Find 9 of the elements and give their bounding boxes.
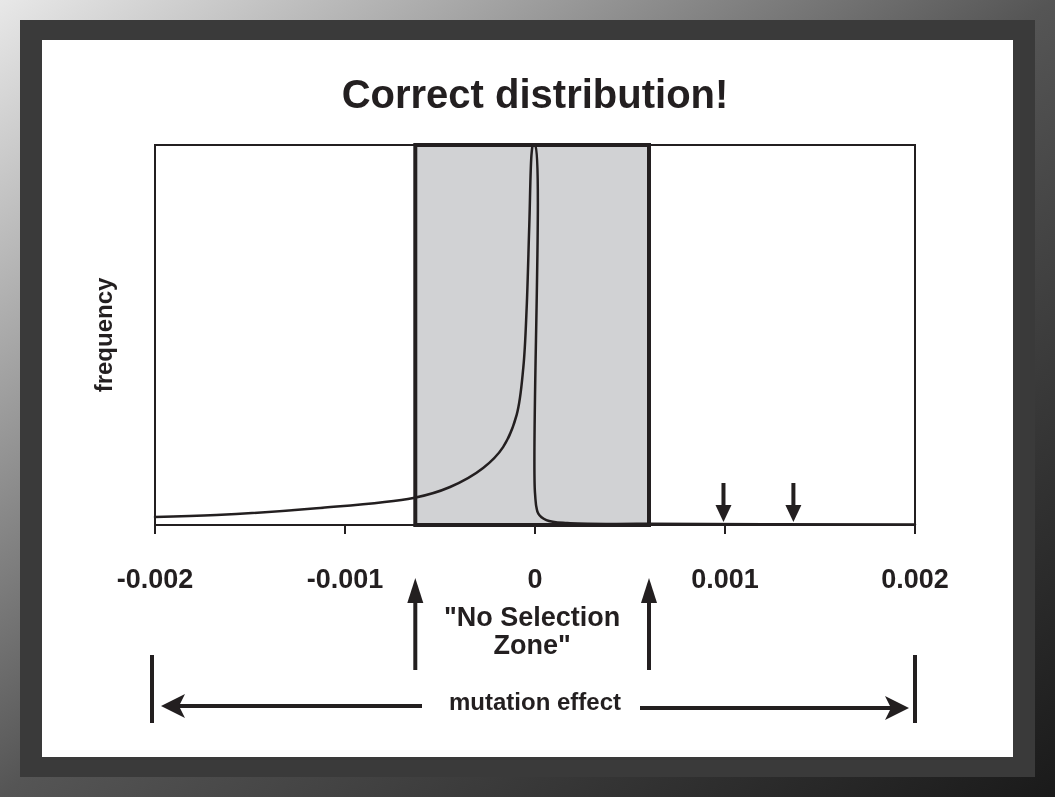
y-axis-title: frequency	[90, 277, 117, 393]
band-label: "No Selection Zone"	[443, 602, 621, 660]
x-axis-title: mutation effect	[448, 688, 622, 715]
x-tick-label: 0.002	[881, 564, 949, 594]
x-tick-label: 0.001	[691, 564, 759, 594]
x-tick-label: -0.002	[116, 564, 194, 594]
x-tick-label: -0.001	[306, 564, 384, 594]
x-tick-label: 0	[527, 564, 543, 594]
chart-title: Correct distribution!	[341, 72, 729, 116]
